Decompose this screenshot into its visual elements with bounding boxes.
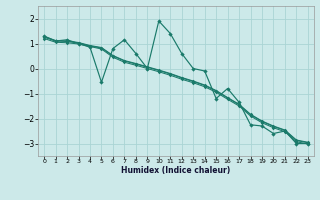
X-axis label: Humidex (Indice chaleur): Humidex (Indice chaleur) <box>121 166 231 175</box>
